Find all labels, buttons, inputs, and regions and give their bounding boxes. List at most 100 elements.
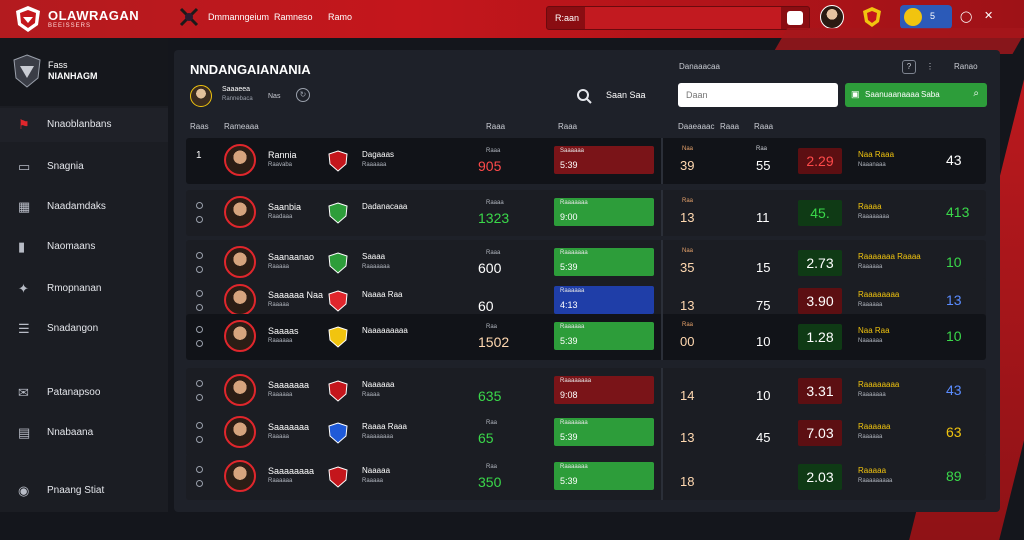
brand-name: OLAWRAGAN: [48, 8, 140, 23]
stat2-value: 11: [756, 210, 770, 225]
odds-button[interactable]: 1.28: [798, 324, 842, 350]
close-icon[interactable]: ✕: [984, 10, 994, 22]
row-last-value: 10: [946, 328, 962, 344]
search-input[interactable]: [585, 7, 781, 29]
brand-shield-icon[interactable]: [14, 5, 42, 33]
row-tag: Raaaaaaaa: [858, 380, 900, 389]
team-crest-icon: [328, 422, 348, 444]
document-icon: ▤: [18, 425, 31, 440]
player-avatar[interactable]: [224, 246, 256, 278]
player-avatar[interactable]: [224, 196, 256, 228]
player-avatar[interactable]: [224, 460, 256, 492]
odds-button[interactable]: 3.90: [798, 288, 842, 314]
player-avatar[interactable]: [224, 284, 256, 316]
panel-search-input[interactable]: [678, 83, 838, 107]
player-name[interactable]: Saaaaaaa: [268, 380, 310, 390]
player-name[interactable]: Saanaanao: [268, 252, 315, 262]
table-row[interactable]: Saaaas Raaaaaa Naaaaaaaaa Raa 1502 Raaaa…: [186, 314, 986, 360]
row-divider: [661, 138, 663, 184]
player-name[interactable]: Saaaaaaaa: [268, 466, 315, 476]
team-name[interactable]: Naaaa Raa: [362, 290, 403, 299]
sidebar-item-9[interactable]: ◉ Pnaang Stiat: [0, 474, 168, 508]
odds-button[interactable]: 2.73: [798, 250, 842, 276]
header-right-text[interactable]: Ranao: [954, 62, 978, 71]
player-name[interactable]: Saaaas: [268, 326, 299, 336]
crossed-swords-icon[interactable]: [178, 6, 200, 28]
stat-bar[interactable]: Saaaaaa 5:39: [554, 146, 654, 174]
nav-link-1[interactable]: Dmmanngeium: [208, 12, 270, 22]
sidebar-item-2[interactable]: ▭ Snagnia: [0, 150, 168, 184]
column-header[interactable]: Raaa: [558, 122, 578, 131]
stat-bar[interactable]: Raaaaaa 5:39: [554, 322, 654, 350]
column-header[interactable]: Raaa: [754, 122, 774, 131]
player-name[interactable]: Saaaaaa Naa: [268, 290, 324, 300]
search-icon[interactable]: [576, 88, 592, 104]
player-avatar[interactable]: [224, 374, 256, 406]
team-name[interactable]: Dagaaas: [362, 150, 395, 159]
filter-label[interactable]: Saan Saa: [606, 90, 646, 100]
stat1-value: 13: [680, 298, 695, 313]
column-header[interactable]: Raaa: [720, 122, 740, 131]
sidebar-item-6[interactable]: ☰ Snadangon: [0, 312, 168, 346]
team-name[interactable]: Raaaa Raaa: [362, 422, 407, 431]
sidebar-item-3[interactable]: ▦ Naadamdaks: [0, 190, 168, 224]
stat-bar[interactable]: Raaaaaaa 5:39: [554, 248, 654, 276]
table-row[interactable]: Saaaaaaaa Raaaaaa Naaaaa Raaaaa Raa 350 …: [186, 454, 986, 500]
team-name[interactable]: Dadanacaaa: [362, 202, 408, 211]
stat-bar[interactable]: Raaaaaaa 5:39: [554, 418, 654, 446]
stat-bar[interactable]: Raaaaaaaa 9:08: [554, 376, 654, 404]
column-header[interactable]: Raaa: [486, 122, 506, 131]
settings-circle-icon[interactable]: ◯: [960, 11, 973, 23]
odds-button[interactable]: 2.29: [798, 148, 842, 174]
rank-badge-icon[interactable]: [862, 6, 882, 28]
nav-link-2[interactable]: Ramneso: [274, 12, 313, 22]
team-name[interactable]: Naaaaaa: [362, 380, 395, 389]
row-tag-sub: Raaaaaa: [858, 302, 883, 308]
player-name[interactable]: Rannia: [268, 150, 297, 160]
row-rank: 1: [196, 150, 202, 161]
team-sub: Raaaaaaa: [362, 264, 390, 270]
player-avatar[interactable]: [224, 144, 256, 176]
column-header[interactable]: Rameaaa: [224, 122, 259, 131]
search-button-icon[interactable]: [787, 11, 803, 25]
sidebar-item-4[interactable]: ▮ Naomaans: [0, 230, 168, 264]
player-name[interactable]: Saaaaaaa: [268, 422, 310, 432]
panel-user-avatar[interactable]: [190, 85, 212, 107]
table-row[interactable]: Saaaaaaa Raaaaa Raaaa Raaa Raaaaaaaa Raa…: [186, 410, 986, 456]
stat-bar[interactable]: Raaaaaaa 5:39: [554, 462, 654, 490]
table-row[interactable]: 1 Rannia Raavaba Dagaaas Raaaaaa Raaa 90…: [186, 138, 986, 184]
odds-button[interactable]: 3.31: [798, 378, 842, 404]
stat2-value: 10: [756, 334, 771, 349]
menu-icon[interactable]: ⋮: [926, 62, 934, 71]
player-avatar[interactable]: [224, 320, 256, 352]
odds-button[interactable]: 2.03: [798, 464, 842, 490]
refresh-icon[interactable]: ↻: [296, 88, 310, 102]
column-header[interactable]: Daaeaaac: [678, 122, 715, 131]
user-chip[interactable]: 5: [900, 5, 952, 29]
team-name[interactable]: Naaaaa: [362, 466, 391, 475]
odds-button[interactable]: 45.: [798, 200, 842, 226]
table-row[interactable]: Saanbia Raadaaa Dadanacaaa Raaaa 1323 Ra…: [186, 190, 986, 236]
player-avatar[interactable]: [224, 416, 256, 448]
stat1-label: Naa: [682, 146, 694, 152]
sidebar-item-7[interactable]: ✉ Patanapsoo: [0, 376, 168, 410]
help-icon[interactable]: ?: [902, 60, 916, 74]
sidebar-item-8[interactable]: ▤ Nnabaana: [0, 416, 168, 450]
nav-link-3[interactable]: Ramo: [328, 12, 353, 22]
team-name[interactable]: Saaaa: [362, 252, 386, 261]
player-name[interactable]: Saanbia: [268, 202, 302, 212]
green-action-button[interactable]: ▣ Saanuaanaaaa Saba ⌕: [845, 83, 987, 107]
score-value: 635: [478, 388, 502, 404]
sidebar-item-5[interactable]: ✦ Rmopnanan: [0, 272, 168, 306]
top-search[interactable]: R:aan: [546, 6, 810, 30]
column-header[interactable]: Raas: [190, 122, 209, 131]
odds-button[interactable]: 7.03: [798, 420, 842, 446]
user-avatar[interactable]: [820, 5, 844, 29]
stat-bar[interactable]: Raaaaaaa 9:00: [554, 198, 654, 226]
team-name[interactable]: Naaaaaaaaa: [362, 326, 408, 335]
table-row[interactable]: Saaaaaaa Raaaaaa Naaaaaa Raaaa 635 Raaaa…: [186, 368, 986, 414]
stat-bar[interactable]: Raaaaaa 4:13: [554, 286, 654, 314]
row-dot-icon: [196, 266, 203, 273]
sidebar-title-2: NIANHAGM: [48, 71, 98, 81]
sidebar-item-1[interactable]: ⚑ Nnaoblanbans: [0, 108, 168, 142]
